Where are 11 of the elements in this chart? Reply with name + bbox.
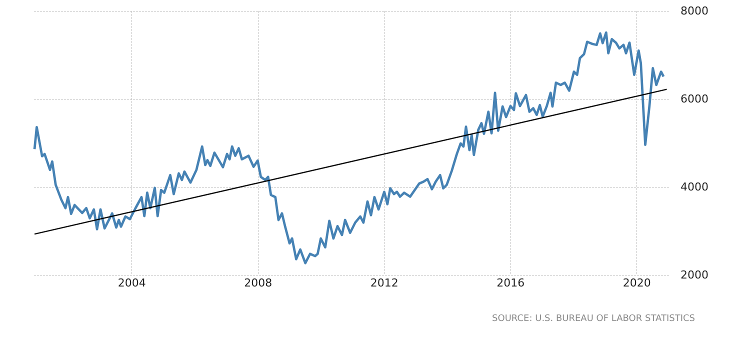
x-tick-label: 2016: [496, 276, 525, 290]
y-tick-label: 4000: [680, 180, 708, 194]
x-tick-label: 2020: [622, 276, 651, 290]
source-note: SOURCE: U.S. BUREAU OF LABOR STATISTICS: [492, 314, 696, 324]
y-tick-label: 2000: [680, 268, 708, 282]
x-tick-label: 2004: [118, 276, 146, 290]
y-tick-label: 8000: [680, 4, 708, 18]
line-series: [33, 31, 665, 264]
x-tick-label: 2012: [370, 276, 398, 290]
y-tick-label: 6000: [680, 92, 708, 106]
x-tick-label: 2008: [244, 276, 272, 290]
